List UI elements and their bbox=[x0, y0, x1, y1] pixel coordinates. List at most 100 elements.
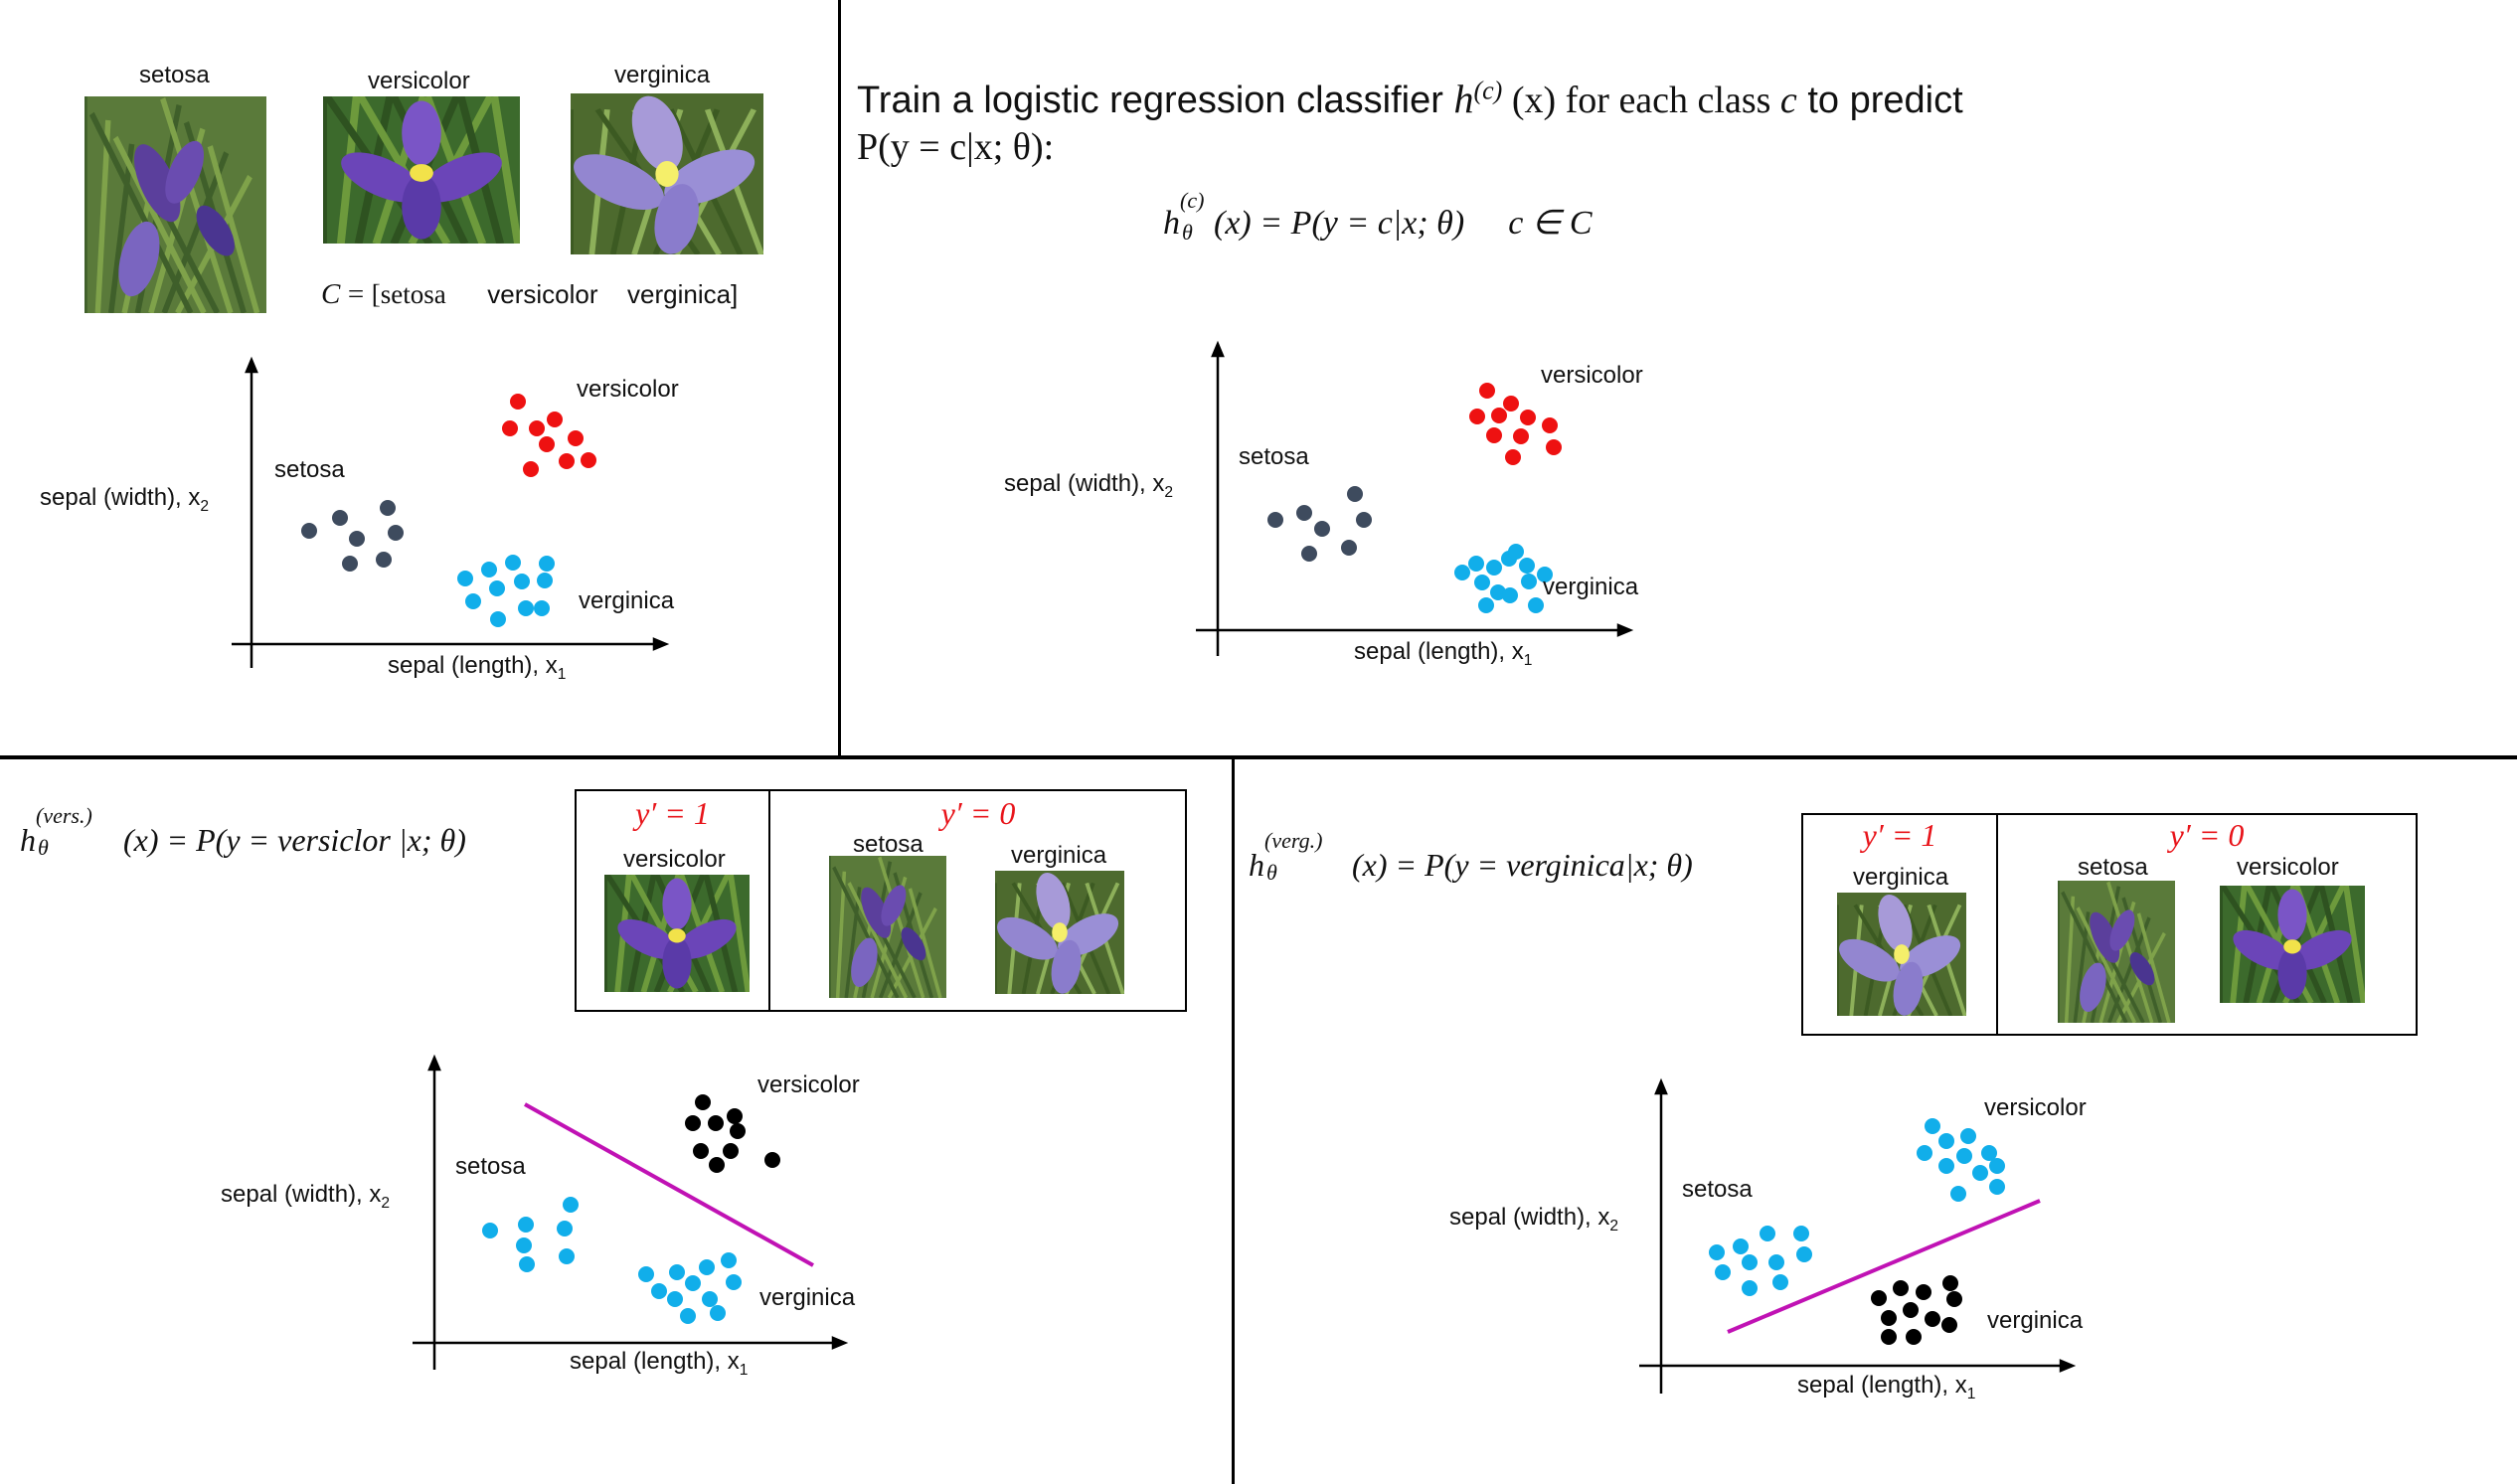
dots-verginica-br-point bbox=[1946, 1291, 1962, 1307]
y-axis-label-br-text: sepal (width), x bbox=[1449, 1204, 1610, 1231]
dots-versicolor bbox=[502, 394, 596, 477]
formula-vers-sup: (vers.) bbox=[36, 803, 92, 828]
scatter-top-right bbox=[1196, 340, 1634, 656]
dots-setosa-br-point bbox=[1793, 1226, 1809, 1241]
formula-verg: h (verg.) θ (x) = P(y = verginica|x; θ) bbox=[1249, 828, 1693, 885]
petal bbox=[881, 885, 907, 926]
dots-verginica-bl bbox=[638, 1252, 742, 1324]
petal bbox=[2090, 911, 2120, 963]
formula-verg-rest: (x) = P(y = verginica|x; θ) bbox=[1352, 847, 1693, 883]
axes-top-right bbox=[1196, 340, 1634, 656]
dots-verginica-bl-point bbox=[726, 1274, 742, 1290]
dots-verginica-br-point bbox=[1925, 1311, 1940, 1327]
leaf-blade bbox=[94, 119, 111, 313]
iris-photo-setosa-small-icon bbox=[829, 856, 946, 998]
cluster-label-versicolor: versicolor bbox=[577, 376, 679, 403]
dots-verginica-br-point bbox=[1916, 1284, 1931, 1300]
label-box-verg bbox=[1801, 813, 2418, 1036]
y-axis-label: sepal (width), x2 bbox=[40, 484, 209, 516]
cluster-label-verginica-br: verginica bbox=[1987, 1307, 2084, 1334]
dots-verginica-br-point bbox=[1893, 1280, 1909, 1296]
x-axis-label-text: sepal (length), x bbox=[388, 652, 558, 679]
dots-versicolor-br-point bbox=[1917, 1145, 1932, 1161]
dots-verginica-br-point bbox=[1906, 1329, 1922, 1345]
pos-label-verg: y′ = 1 bbox=[1862, 817, 1937, 853]
dots-verginica-point bbox=[537, 573, 553, 588]
dots-setosa-bl-point bbox=[482, 1223, 498, 1238]
box-class-versicolor: versicolor bbox=[623, 846, 726, 873]
leaf-blade bbox=[88, 111, 194, 313]
divider-horizontal bbox=[0, 755, 2517, 759]
formula-vers-sub: θ bbox=[38, 835, 49, 860]
divider-vertical-top bbox=[838, 0, 841, 757]
petal bbox=[2109, 909, 2135, 951]
dots-verginica-bl-point bbox=[685, 1275, 701, 1291]
dots-versicolor-point bbox=[523, 461, 539, 477]
dots-verginica bbox=[457, 555, 555, 627]
y-axis-label-br: sepal (width), x2 bbox=[1449, 1204, 1618, 1236]
dots-versicolor-br-point bbox=[1938, 1158, 1954, 1174]
dots-setosa-point bbox=[380, 500, 396, 516]
dots-versicolor-br-point bbox=[1925, 1118, 1940, 1134]
x-axis-label: sepal (length), x1 bbox=[388, 652, 566, 684]
dots-verginica-bl-point bbox=[721, 1252, 737, 1268]
label-box-vers bbox=[575, 789, 1187, 1012]
dots-verginica-point bbox=[457, 571, 473, 586]
iris-photo-versicolor-icon bbox=[323, 96, 520, 244]
iris-photo-setosa-br-icon bbox=[2058, 881, 2175, 1023]
petal bbox=[133, 144, 181, 223]
decision-boundary-verg bbox=[1727, 1199, 2041, 1334]
dots-versicolor-bl-point bbox=[709, 1157, 725, 1173]
y-axis-label-tr-sub: 2 bbox=[1164, 483, 1174, 501]
photo-label-versicolor: versicolor bbox=[368, 68, 470, 94]
box-class-verginica-br: verginica bbox=[1853, 864, 1949, 891]
petal bbox=[851, 937, 878, 987]
dots-setosa-br-point bbox=[1733, 1238, 1749, 1254]
dots-verginica-tr-point bbox=[1454, 565, 1470, 580]
dots-verginica-point bbox=[518, 600, 534, 616]
leaf-blade bbox=[207, 145, 260, 313]
flower-center bbox=[2283, 939, 2301, 954]
formula-sup: (c) bbox=[1180, 188, 1205, 213]
petal bbox=[2129, 952, 2155, 986]
dots-setosa-br-point bbox=[1742, 1254, 1758, 1270]
title-c: c bbox=[1779, 80, 1797, 121]
iris-photo-verginica-small-icon bbox=[995, 871, 1124, 994]
y-axis-label-br-sub: 2 bbox=[1609, 1217, 1619, 1235]
y-axis-label-text: sepal (width), x bbox=[40, 484, 201, 511]
petal bbox=[2233, 929, 2294, 970]
cluster-label-verginica-tr: verginica bbox=[1543, 574, 1639, 600]
formula-sub: θ bbox=[1182, 220, 1193, 245]
dots-versicolor-tr-point bbox=[1479, 383, 1495, 399]
dots-verginica-point bbox=[539, 556, 555, 572]
cluster-label-versicolor-bl: versicolor bbox=[757, 1072, 860, 1098]
dots-setosa-point bbox=[342, 556, 358, 572]
leaf-blade bbox=[2343, 886, 2365, 1003]
axes-top-left bbox=[232, 356, 670, 668]
dots-versicolor-bl-point bbox=[685, 1115, 701, 1131]
axes-bottom-right bbox=[1639, 1077, 2077, 1394]
leaf-blade bbox=[2061, 891, 2128, 1023]
y-axis-label-bl: sepal (width), x2 bbox=[221, 1181, 390, 1213]
formula-main: h (c) θ (x) = P(y = c|x; θ) c ∈ C bbox=[1163, 188, 1593, 245]
cluster-label-verginica: verginica bbox=[579, 587, 675, 614]
x-axis-arrow-br-icon bbox=[2059, 1359, 2077, 1373]
dots-verginica-br-point bbox=[1942, 1275, 1958, 1291]
dots-setosa-bl-point bbox=[519, 1256, 535, 1272]
dots-versicolor-tr-point bbox=[1469, 409, 1485, 424]
dots-verginica-bl-point bbox=[669, 1264, 685, 1280]
dots-verginica-br-point bbox=[1941, 1317, 1957, 1333]
leaf-blade bbox=[728, 875, 750, 992]
verginica-photo-svg bbox=[571, 93, 763, 254]
dots-setosa-br-point bbox=[1760, 1226, 1775, 1241]
dots-versicolor-br-point bbox=[1938, 1133, 1954, 1149]
iris-photo-setosa-icon bbox=[84, 96, 266, 313]
dots-verginica-tr-point bbox=[1486, 560, 1502, 576]
leaf-blade bbox=[844, 887, 862, 998]
flower-center bbox=[668, 928, 686, 943]
dots-setosa-point bbox=[376, 552, 392, 568]
petal bbox=[631, 95, 683, 172]
y-axis-label-bl-sub: 2 bbox=[381, 1194, 391, 1212]
leaf-blade bbox=[878, 856, 925, 998]
pos-label-vers: y′ = 1 bbox=[635, 795, 710, 831]
